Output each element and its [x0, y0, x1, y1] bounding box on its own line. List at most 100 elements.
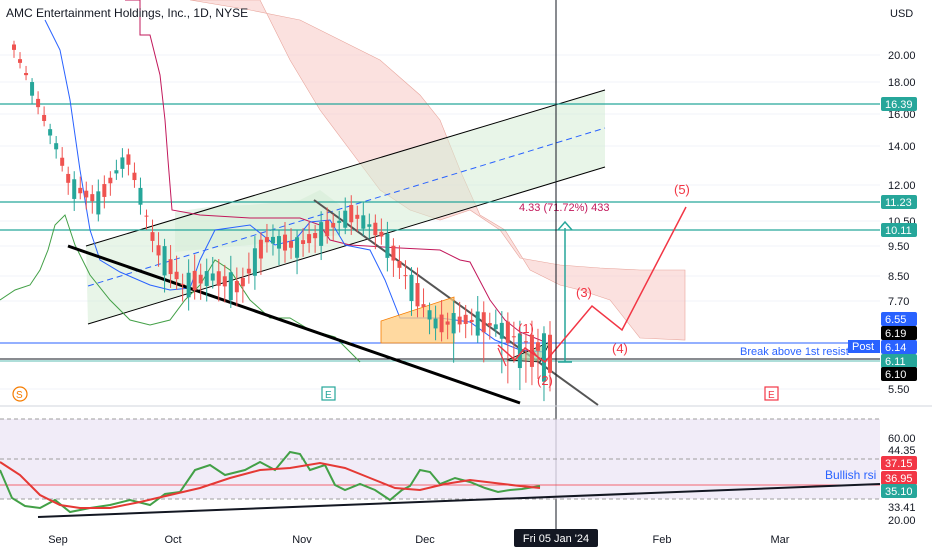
candle[interactable] [162, 238, 167, 293]
candle[interactable] [60, 147, 65, 172]
candle[interactable] [499, 311, 504, 374]
candle[interactable] [541, 326, 546, 402]
candle[interactable] [150, 219, 155, 253]
candle[interactable] [487, 312, 492, 340]
candle[interactable] [228, 255, 233, 309]
candle[interactable] [451, 300, 456, 363]
candle[interactable] [535, 328, 540, 380]
candle[interactable] [391, 238, 396, 277]
candle[interactable] [349, 195, 354, 235]
candle[interactable] [409, 267, 414, 316]
rsi-tag[interactable]: 37.15 [881, 456, 917, 470]
candle[interactable] [427, 302, 432, 335]
candle[interactable] [433, 305, 438, 341]
candle[interactable] [240, 267, 245, 303]
candle[interactable] [385, 221, 390, 272]
candle[interactable] [475, 296, 480, 343]
candle[interactable] [192, 254, 197, 300]
candle[interactable] [210, 256, 215, 289]
candle[interactable] [301, 228, 306, 257]
candle[interactable] [114, 159, 119, 180]
candle[interactable] [258, 232, 263, 275]
time-scale[interactable]: Sep Oct Nov Dec Feb Mar [48, 534, 790, 546]
candle[interactable] [493, 309, 498, 337]
candle[interactable] [174, 255, 179, 290]
candle[interactable] [421, 288, 426, 318]
price-tag[interactable]: 6.55 [881, 312, 917, 326]
candle[interactable] [379, 218, 384, 245]
candle[interactable] [72, 171, 77, 211]
candle[interactable] [168, 245, 173, 288]
price-tag[interactable]: 10.11 [881, 223, 917, 237]
rsi-tag[interactable]: 36.95 [881, 471, 917, 485]
candle[interactable] [234, 267, 239, 307]
event-marker-e2[interactable]: E [764, 386, 779, 401]
candle[interactable] [138, 177, 143, 215]
candle[interactable] [12, 40, 16, 58]
candle[interactable] [481, 301, 486, 363]
price-tag[interactable]: 16.39 [881, 97, 917, 111]
candle[interactable] [48, 123, 53, 145]
candle[interactable] [270, 224, 275, 256]
candle[interactable] [18, 52, 23, 69]
price-tag[interactable]: 11.23 [881, 195, 917, 209]
candle[interactable] [445, 312, 450, 340]
candle[interactable] [144, 209, 149, 230]
candle[interactable] [84, 181, 89, 210]
candle[interactable] [343, 197, 348, 235]
candle[interactable] [186, 259, 191, 311]
candle[interactable] [463, 304, 468, 339]
candle[interactable] [331, 214, 336, 241]
candle[interactable] [108, 171, 113, 196]
candle[interactable] [361, 202, 366, 236]
candle[interactable] [90, 185, 95, 214]
candle[interactable] [156, 232, 161, 267]
candle[interactable] [415, 267, 420, 318]
candle[interactable] [319, 211, 324, 261]
candle[interactable] [216, 258, 221, 302]
candle[interactable] [511, 321, 516, 363]
candle[interactable] [198, 263, 203, 300]
candle[interactable] [66, 166, 71, 195]
price-tag[interactable]: 6.19 [881, 326, 917, 340]
candle[interactable] [439, 300, 444, 342]
candle[interactable] [246, 252, 251, 284]
candle[interactable] [42, 106, 47, 127]
candle[interactable] [36, 91, 41, 115]
candle[interactable] [126, 148, 131, 176]
price-scale[interactable]: 20.0018.0016.0014.0012.0010.509.508.507.… [881, 50, 917, 527]
candle[interactable] [469, 308, 474, 336]
candle[interactable] [403, 260, 408, 290]
price-tag[interactable]: 6.10 [881, 367, 917, 381]
candle[interactable] [276, 229, 281, 266]
candle[interactable] [457, 301, 462, 333]
candle[interactable] [289, 228, 294, 260]
candle[interactable] [96, 179, 101, 222]
candle[interactable] [222, 264, 227, 303]
candle[interactable] [523, 333, 528, 383]
candle[interactable] [373, 214, 378, 250]
candle[interactable] [24, 65, 29, 81]
candle[interactable] [283, 221, 288, 263]
price-tag[interactable]: 6.11 [881, 354, 917, 368]
candle[interactable] [397, 245, 402, 279]
candle[interactable] [307, 220, 312, 253]
candle[interactable] [264, 223, 269, 253]
rsi-tag[interactable]: 35.10 [881, 484, 917, 498]
candle[interactable] [204, 258, 209, 302]
candle[interactable] [337, 210, 342, 236]
candles-group[interactable] [12, 40, 552, 402]
candle[interactable] [505, 312, 510, 384]
event-marker-e1[interactable]: E [321, 386, 336, 401]
price-tag[interactable]: 6.14 [881, 340, 917, 354]
candle[interactable] [295, 230, 300, 275]
candle[interactable] [30, 78, 35, 105]
candle[interactable] [132, 162, 137, 188]
candle[interactable] [325, 207, 330, 244]
candle[interactable] [78, 176, 83, 200]
candle[interactable] [102, 175, 107, 209]
candle[interactable] [252, 236, 257, 290]
candle[interactable] [54, 136, 59, 159]
candle[interactable] [355, 205, 360, 232]
